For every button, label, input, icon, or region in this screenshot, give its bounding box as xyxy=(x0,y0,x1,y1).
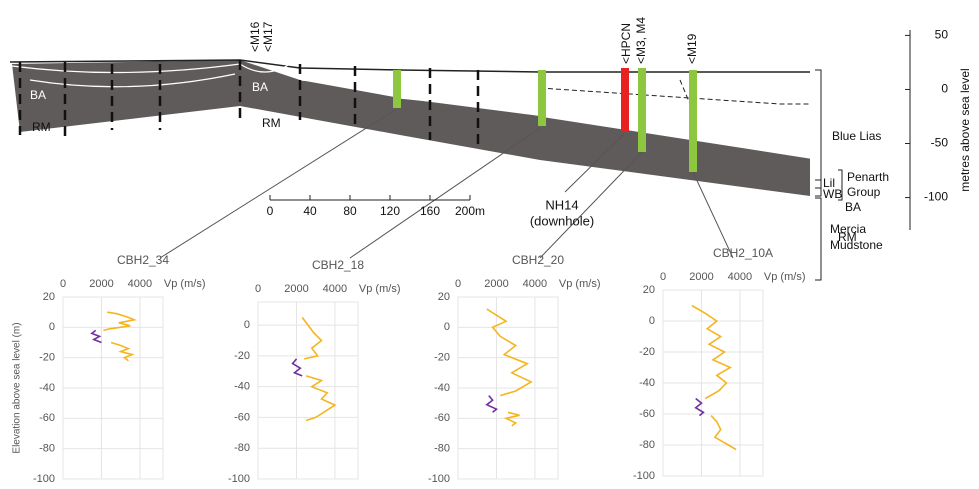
velocity-line xyxy=(302,317,335,420)
chart-title: CBH2_10A xyxy=(713,246,773,260)
y-tick-label: 20 xyxy=(438,291,450,303)
x-axis-label: Vp (m/s) xyxy=(359,283,401,295)
y-tick-label: 0 xyxy=(444,321,450,333)
unit-label: BA xyxy=(30,88,46,102)
x-axis-label: Vp (m/s) xyxy=(764,271,806,283)
borehole-green xyxy=(638,68,646,152)
y-tick-label: 20 xyxy=(43,291,55,303)
scale-label: 0 xyxy=(267,204,274,218)
x-axis-label: Vp (m/s) xyxy=(559,278,601,290)
formation-label: Group xyxy=(847,185,881,199)
axis-tick-label: 50 xyxy=(935,28,949,42)
marker-label: <M17 xyxy=(261,21,275,52)
unit-label: BA xyxy=(845,200,861,214)
y-tick-label: -100 xyxy=(428,473,450,484)
formation-label: Mercia xyxy=(830,222,866,236)
scale-label: 200m xyxy=(455,204,485,218)
borehole-green xyxy=(393,70,401,108)
y-tick-label: 0 xyxy=(244,319,250,331)
velocity-line xyxy=(487,396,497,413)
y-tick-label: -100 xyxy=(33,473,55,484)
y-axis-label: Elevation above sea level (m) xyxy=(12,322,23,453)
plot-frame xyxy=(258,302,358,479)
y-tick-label: -40 xyxy=(39,382,55,394)
y-tick-label: -60 xyxy=(39,412,55,424)
velocity-line xyxy=(692,306,736,450)
axis-tick-label: 0 xyxy=(941,82,948,96)
y-tick-label: -80 xyxy=(39,443,55,455)
x-tick-label: 2000 xyxy=(89,278,113,290)
cross-section: BA RM BA RM BA RM <M16 <M17 <HPCN <M3, M… xyxy=(10,17,972,280)
x-tick-label: 0 xyxy=(455,278,461,290)
y-tick-label: -60 xyxy=(234,411,250,423)
formation-label: Penarth xyxy=(847,170,889,184)
marker-label: <M19 xyxy=(685,33,699,64)
marker-label: <HPCN xyxy=(619,23,633,64)
brace xyxy=(815,70,821,280)
x-tick-label: 0 xyxy=(60,278,66,290)
y-tick-label: 0 xyxy=(649,315,655,327)
y-tick-label: -80 xyxy=(434,443,450,455)
x-axis-label: Vp (m/s) xyxy=(164,278,206,290)
x-tick-label: 4000 xyxy=(523,278,547,290)
y-tick-label: -80 xyxy=(639,439,655,451)
borehole-note: (downhole) xyxy=(530,213,594,228)
unit-label: BA xyxy=(252,80,268,94)
y-tick-label: 0 xyxy=(49,321,55,333)
y-tick-label: -40 xyxy=(639,377,655,389)
chart-title: CBH2_34 xyxy=(117,253,169,267)
borehole-green xyxy=(538,70,546,126)
x-tick-label: 4000 xyxy=(323,283,347,295)
formation-label: Mudstone xyxy=(830,238,883,252)
y-tick-label: 20 xyxy=(643,284,655,296)
borehole-red xyxy=(621,68,629,132)
y-tick-label: -100 xyxy=(633,470,655,482)
y-tick-label: -20 xyxy=(234,350,250,362)
y-tick-label: -60 xyxy=(639,408,655,420)
scale-label: 80 xyxy=(343,204,357,218)
borehole-green xyxy=(689,70,697,172)
y-tick-label: -100 xyxy=(228,473,250,484)
axis-label: metres above sea level xyxy=(958,68,972,191)
unit-label: RM xyxy=(32,120,51,134)
chart-title: CBH2_18 xyxy=(312,258,364,272)
axis-tick-label: -100 xyxy=(924,190,948,204)
marker-label: <M16 xyxy=(248,21,262,52)
scale-label: 160 xyxy=(420,204,440,218)
formation-label: Blue Lias xyxy=(832,129,881,143)
velocity-line xyxy=(293,359,303,376)
x-tick-label: 2000 xyxy=(284,283,308,295)
x-tick-label: 4000 xyxy=(128,278,152,290)
y-tick-label: -20 xyxy=(39,352,55,364)
x-tick-label: 2000 xyxy=(484,278,508,290)
scale-label: 40 xyxy=(303,204,317,218)
x-tick-label: 0 xyxy=(660,271,666,283)
formation-label: WB xyxy=(823,187,842,201)
y-tick-label: -80 xyxy=(234,442,250,454)
axis-tick-label: -50 xyxy=(931,136,949,150)
y-tick-label: -40 xyxy=(434,382,450,394)
x-tick-label: 0 xyxy=(255,283,261,295)
figure: BA RM BA RM BA RM <M16 <M17 <HPCN <M3, M… xyxy=(0,0,979,484)
y-tick-label: -20 xyxy=(639,346,655,358)
velocity-line xyxy=(92,330,102,342)
borehole-note: NH14 xyxy=(545,197,578,212)
unit-label: RM xyxy=(262,116,281,130)
x-tick-label: 2000 xyxy=(689,271,713,283)
y-tick-label: -20 xyxy=(434,352,450,364)
marker-label: <M3, M4 xyxy=(634,17,648,64)
x-tick-label: 4000 xyxy=(728,271,752,283)
velocity-line xyxy=(696,399,704,416)
y-tick-label: -40 xyxy=(234,381,250,393)
scale-label: 120 xyxy=(380,204,400,218)
y-tick-label: -60 xyxy=(434,412,450,424)
velocity-line xyxy=(103,312,134,361)
chart-title: CBH2_20 xyxy=(512,253,564,267)
